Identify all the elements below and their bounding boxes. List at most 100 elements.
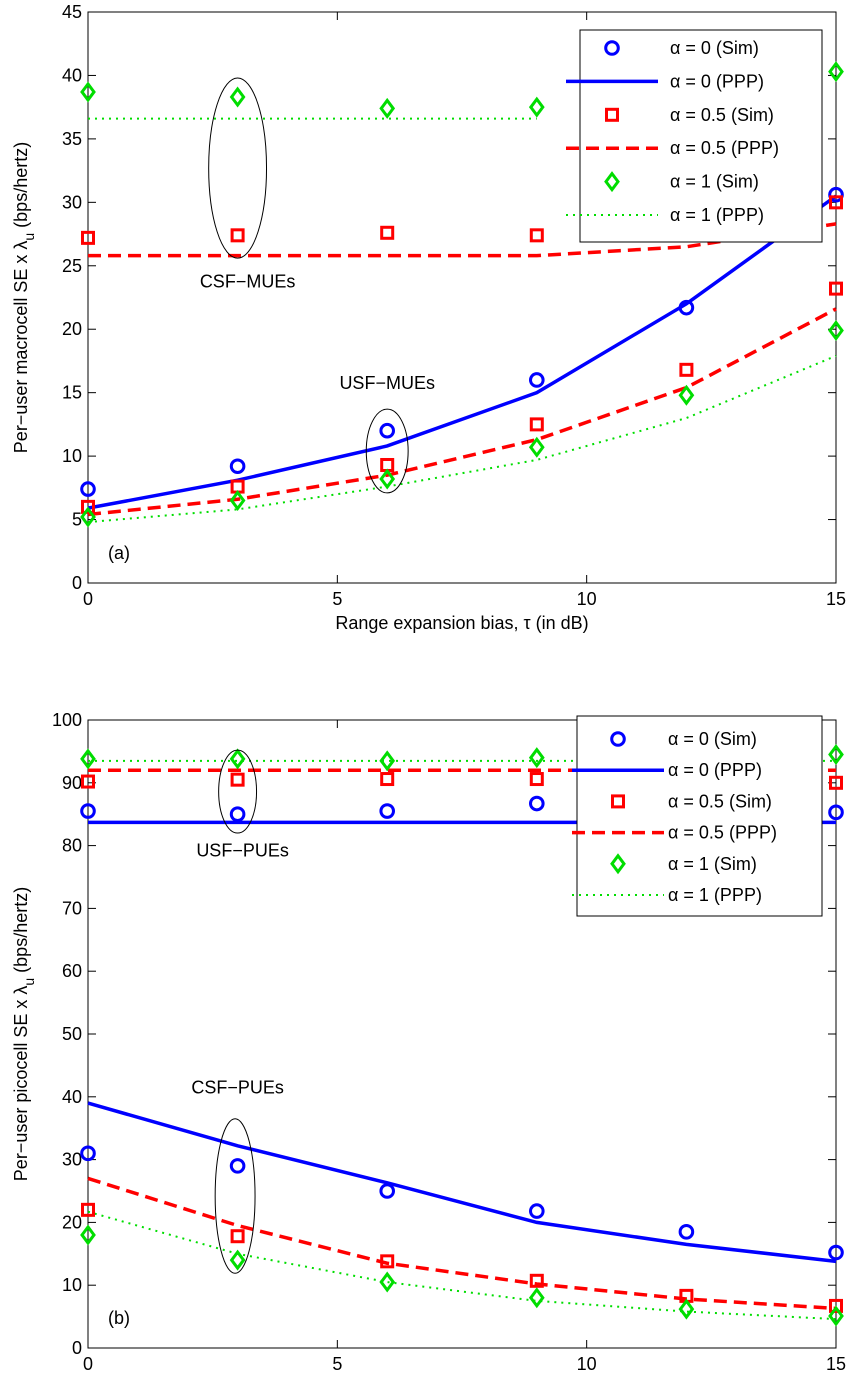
legend-marker — [604, 40, 620, 56]
data-point — [230, 228, 245, 243]
annotation-text: USF−MUEs — [339, 373, 435, 393]
data-point — [529, 1203, 545, 1219]
data-point — [829, 1298, 843, 1313]
y-axis-label: Per−user macrocell SE x λu (bps/hertz) — [11, 142, 37, 453]
x-tick-label: 15 — [826, 1354, 846, 1374]
y-tick-label: 20 — [62, 1212, 82, 1232]
data-point — [678, 299, 695, 316]
y-tick-label: 30 — [62, 192, 82, 212]
y-tick-label: 30 — [62, 1150, 82, 1170]
y-tick-label: 0 — [72, 1338, 82, 1358]
legend: α = 0 (Sim) α = 0 (PPP) α = 0.5 (Sim) α = 0… — [572, 715, 823, 917]
data-point — [229, 748, 246, 770]
data-point — [829, 195, 843, 210]
data-point — [380, 225, 395, 240]
data-point — [81, 230, 95, 245]
series-line — [87, 1101, 837, 1264]
data-point — [828, 804, 844, 821]
data-point — [678, 1224, 695, 1240]
data-point — [80, 481, 96, 497]
series-line — [87, 1176, 837, 1311]
data-point — [828, 186, 844, 203]
annotation-ellipse — [208, 77, 268, 259]
data-point — [828, 744, 844, 766]
data-point — [529, 1273, 544, 1288]
y-tick-label: 40 — [62, 65, 82, 85]
legend-entry-label: α = 0 (PPP) — [668, 760, 762, 780]
x-tick-label: 0 — [83, 1354, 93, 1374]
chart-panel-b: 0510150102030405060708090100Range expans… — [11, 710, 846, 1379]
annotation-text: CSF−PUEs — [191, 1078, 284, 1098]
legend-marker — [605, 107, 619, 122]
data-point — [80, 748, 96, 770]
data-point — [679, 362, 694, 377]
annotation-ellipse — [218, 749, 258, 834]
data-point — [678, 384, 695, 406]
data-point — [230, 1229, 245, 1244]
data-point — [80, 1145, 96, 1162]
legend-entry-label: α = 0.5 (PPP) — [668, 823, 777, 843]
y-tick-label: 0 — [72, 573, 82, 593]
data-point — [380, 1254, 395, 1269]
data-point — [80, 803, 96, 819]
data-point — [229, 458, 246, 475]
legend-entry-label: α = 0.5 (Sim) — [670, 105, 774, 125]
y-tick-label: 40 — [62, 1087, 82, 1107]
x-tick-label: 10 — [577, 1354, 597, 1374]
y-tick-label: 25 — [62, 256, 82, 276]
data-point — [828, 1305, 844, 1327]
legend-marker — [611, 794, 625, 809]
data-point — [529, 417, 544, 432]
legend-entry-label: α = 0.5 (PPP) — [670, 138, 779, 158]
annotation-ellipse — [214, 1118, 256, 1274]
y-axis-label: Per−user picocell SE x λu (bps/hertz) — [11, 887, 37, 1181]
y-tick-label: 60 — [62, 961, 82, 981]
legend-marker — [604, 171, 620, 193]
y-tick-label: 5 — [72, 510, 82, 530]
chart-panel-a: 0 5 10 15 0 5 10 15 20 25 30 35 40 45 Range expansion … — [11, 2, 846, 633]
y-tick-label: 20 — [62, 319, 82, 339]
data-point — [380, 772, 395, 787]
data-point — [229, 806, 246, 823]
data-point — [379, 468, 396, 490]
data-point — [230, 772, 245, 787]
y-tick-label: 80 — [62, 836, 82, 856]
data-point — [80, 1224, 96, 1246]
data-point — [528, 747, 545, 769]
legend-marker — [610, 853, 626, 875]
y-tick-label: 35 — [62, 129, 82, 149]
x-axis-label: Range expansion bias, τ (in dB) — [335, 613, 588, 633]
legend-entry-label: α = 0 (Sim) — [670, 38, 759, 58]
y-tick-label: 10 — [62, 446, 82, 466]
data-point — [828, 1244, 844, 1261]
annotation-text: USF−PUEs — [196, 840, 289, 860]
data-point — [229, 1158, 246, 1174]
y-tick-label: 15 — [62, 383, 82, 403]
data-point — [229, 86, 246, 108]
data-point — [528, 96, 545, 118]
data-point — [379, 750, 396, 772]
legend-entry-label: α = 0.5 (Sim) — [668, 791, 772, 811]
data-point — [829, 775, 843, 790]
legend-box — [579, 29, 823, 243]
y-tick-label: 45 — [62, 2, 82, 22]
legend-entry-label: α = 1 (Sim) — [670, 172, 759, 192]
data-point — [379, 1183, 396, 1199]
data-point — [81, 774, 95, 789]
legend-entry-label: α = 1 (PPP) — [670, 205, 764, 225]
y-tick-label: 100 — [52, 710, 82, 730]
data-point — [529, 772, 544, 787]
data-point — [81, 1202, 95, 1217]
y-tick-label: 10 — [62, 1275, 82, 1295]
panel-label: (a) — [108, 543, 130, 563]
x-tick-label: 0 — [83, 589, 93, 609]
legend-entry-label: α = 0 (PPP) — [670, 71, 764, 91]
data-point — [379, 803, 396, 819]
data-point — [80, 81, 96, 103]
data-point — [528, 1287, 545, 1309]
data-point — [379, 97, 396, 119]
data-point — [529, 372, 545, 388]
data-point — [529, 795, 545, 812]
data-point — [229, 490, 246, 512]
